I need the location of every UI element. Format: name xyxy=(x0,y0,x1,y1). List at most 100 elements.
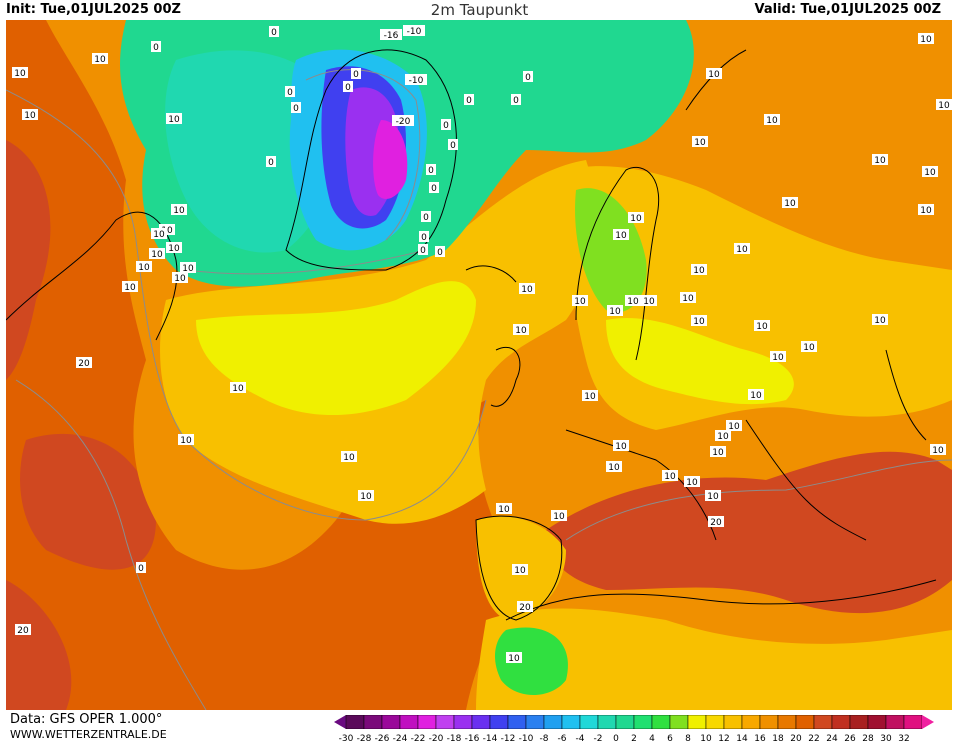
colorbar-swatches xyxy=(334,714,934,730)
contour-label-bg xyxy=(403,25,425,36)
colorbar-label: -8 xyxy=(539,734,549,744)
contour-label-bg xyxy=(715,430,731,441)
contour-label-bg xyxy=(734,243,750,254)
colorbar-high-arrow xyxy=(922,715,934,729)
contour-label: 0 xyxy=(450,141,456,151)
contour-label-bg xyxy=(351,68,361,79)
contour-label-bg xyxy=(506,652,522,663)
contour-label: 20 xyxy=(78,359,90,369)
contour-label-bg xyxy=(691,315,707,326)
colorbar-swatch xyxy=(723,714,743,730)
fill-region xyxy=(476,608,952,710)
contour-label-bg xyxy=(172,272,188,283)
colorbar-label: 10 xyxy=(700,734,712,744)
contour-label: 10 xyxy=(151,250,163,260)
contour-label: 10 xyxy=(803,343,815,353)
contour-label-bg xyxy=(641,295,657,306)
contour-label-bg xyxy=(12,67,28,78)
colorbar-label: 28 xyxy=(862,734,874,744)
contour-line xyxy=(565,459,952,541)
contour-label: 0 xyxy=(153,43,159,53)
colorbar-label: -22 xyxy=(410,734,426,744)
contour-label: 10 xyxy=(615,442,627,452)
contour-label: 0 xyxy=(268,158,274,168)
contour-label: 10 xyxy=(608,463,620,473)
contour-label: 10 xyxy=(707,492,719,502)
contour-label-bg xyxy=(511,94,521,105)
contour-label: 0 xyxy=(428,166,434,176)
contour-label-bg xyxy=(918,204,934,215)
contour-label-bg xyxy=(872,314,888,325)
valid-time: Valid: Tue,01JUL2025 00Z xyxy=(754,2,941,17)
map-footer: Data: GFS OPER 1.000° WWW.WETTERZENTRALE… xyxy=(0,710,959,744)
contour-label: 0 xyxy=(293,104,299,114)
colorbar-swatch xyxy=(759,714,779,730)
colorbar-label: 14 xyxy=(736,734,748,744)
contour-label-bg xyxy=(285,86,295,97)
colorbar-swatch xyxy=(633,714,653,730)
contour-label: 10 xyxy=(153,230,165,240)
coastline xyxy=(505,579,937,621)
contour-label-bg xyxy=(343,81,353,92)
contour-label-bg xyxy=(512,564,528,575)
contour-label: 10 xyxy=(920,35,932,45)
contour-label-bg xyxy=(684,476,700,487)
contour-label: 10 xyxy=(756,322,768,332)
colorbar-swatch xyxy=(795,714,815,730)
contour-label-bg xyxy=(706,68,722,79)
colorbar-swatch xyxy=(381,714,401,730)
contour-label-bg xyxy=(149,248,165,259)
contour-label: 10 xyxy=(514,566,526,576)
contour-label: 20 xyxy=(17,626,29,636)
contour-label: -20 xyxy=(396,117,411,127)
contour-label-bg xyxy=(122,281,138,292)
contour-label-bg xyxy=(151,41,161,52)
contour-label-bg xyxy=(936,99,952,110)
contour-label: 10 xyxy=(14,69,26,79)
contour-label-bg xyxy=(613,229,629,240)
colorbar-swatch xyxy=(741,714,761,730)
contour-label-bg xyxy=(230,382,246,393)
contour-label: 0 xyxy=(421,233,427,243)
fill-region xyxy=(196,281,476,415)
website: WWW.WETTERZENTRALE.DE xyxy=(10,728,167,741)
contour-label: 10 xyxy=(736,245,748,255)
contour-label-bg xyxy=(662,470,678,481)
contour-label-bg xyxy=(628,212,644,223)
colorbar-swatch xyxy=(417,714,437,730)
contour-label-bg xyxy=(291,102,301,113)
contour-label-bg xyxy=(426,164,436,175)
colorbar-swatch xyxy=(615,714,635,730)
contour-label-bg xyxy=(358,490,374,501)
contour-label: 10 xyxy=(508,654,520,664)
contour-label-bg xyxy=(748,389,764,400)
contour-label: 0 xyxy=(466,96,472,106)
contour-label: 10 xyxy=(168,244,180,254)
contour-label-bg xyxy=(180,262,196,273)
contour-label: 10 xyxy=(686,478,698,488)
colorbar-low-arrow xyxy=(334,715,346,729)
coastline xyxy=(745,419,867,541)
contour-label-bg xyxy=(76,357,92,368)
colorbar-label: -20 xyxy=(428,734,444,744)
colorbar-swatch xyxy=(903,714,923,730)
contour-label: 10 xyxy=(138,263,150,273)
contour-label: 0 xyxy=(138,564,144,574)
contour-label-bg xyxy=(22,109,38,120)
fill-region xyxy=(6,140,51,380)
contour-label-bg xyxy=(496,503,512,514)
colorbar-label: -6 xyxy=(557,734,567,744)
contour-label-bg xyxy=(764,114,780,125)
contour-label: 10 xyxy=(772,353,784,363)
colorbar-label: 8 xyxy=(685,734,691,744)
colorbar-label: -26 xyxy=(374,734,390,744)
contour-label: 10 xyxy=(343,453,355,463)
colorbar-swatch xyxy=(885,714,905,730)
contour-label-bg xyxy=(136,562,146,573)
contour-label-bg xyxy=(166,113,182,124)
contour-label: 0 xyxy=(431,184,437,194)
contour-label-bg xyxy=(92,53,108,64)
colorbar-swatch xyxy=(669,714,689,730)
